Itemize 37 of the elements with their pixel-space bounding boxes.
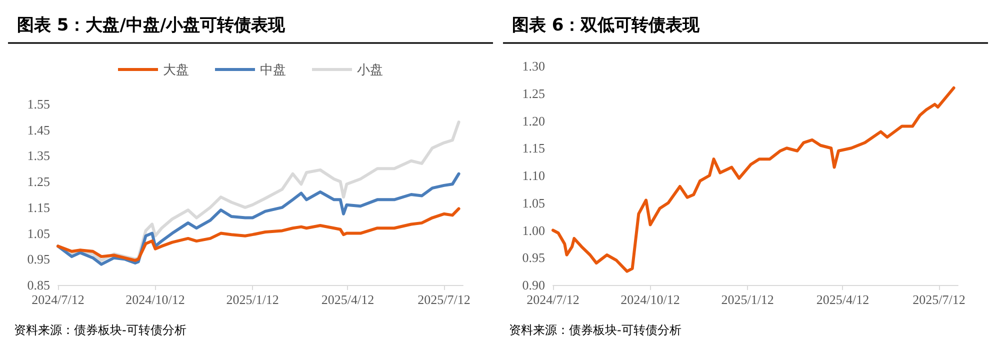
x-tick-label: 2025/7/12	[418, 292, 470, 307]
y-tick-label: 1.05	[27, 226, 50, 241]
y-tick-label: 1.30	[522, 58, 545, 74]
x-tick-label: 2025/7/12	[912, 292, 966, 307]
y-tick-label: 1.55	[27, 96, 50, 112]
x-tick-label: 2025/1/12	[226, 292, 279, 307]
legend-label: 大盘	[163, 62, 189, 77]
y-tick-label: 1.15	[522, 140, 545, 156]
y-tick-label: 1.05	[522, 195, 545, 210]
x-tick-label: 2025/4/12	[816, 292, 870, 307]
legend-label: 中盘	[260, 62, 286, 77]
legend-label: 小盘	[357, 62, 383, 77]
text: 资料来源：债券板块-可转债分析	[509, 323, 682, 337]
x-tick-label: 2024/7/12	[32, 292, 84, 307]
y-tick-label: 1.45	[27, 122, 50, 138]
y-tick-label: 1.25	[522, 86, 545, 101]
y-tick-label: 1.25	[27, 174, 50, 190]
x-tick-label: 2024/10/12	[620, 292, 680, 307]
x-tick-label: 2025/1/12	[721, 292, 774, 307]
line-series	[552, 86, 956, 273]
y-tick-label: 1.10	[522, 168, 545, 183]
chart-title: 图表 5：大盘/中盘/小盘可转债表现	[17, 16, 286, 36]
y-tick-label: 0.90	[522, 278, 545, 292]
y-tick-label: 0.95	[27, 252, 50, 267]
x-tick-label: 2024/10/12	[126, 292, 185, 307]
y-tick-label: 0.85	[27, 278, 50, 292]
y-tick-label: 1.20	[522, 113, 545, 128]
y-tick-label: 1.15	[27, 200, 50, 215]
line-series	[56, 207, 460, 262]
line-series	[56, 172, 460, 266]
text: 资料来源：债券板块-可转债分析	[14, 323, 186, 337]
chart-title: 图表 6：双低可转债表现	[512, 16, 701, 36]
x-tick-label: 2024/7/12	[526, 292, 580, 307]
y-tick-label: 1.00	[522, 222, 545, 238]
y-tick-label: 1.35	[27, 148, 50, 164]
y-tick-label: 0.95	[522, 250, 545, 266]
x-tick-label: 2025/4/12	[321, 292, 374, 307]
